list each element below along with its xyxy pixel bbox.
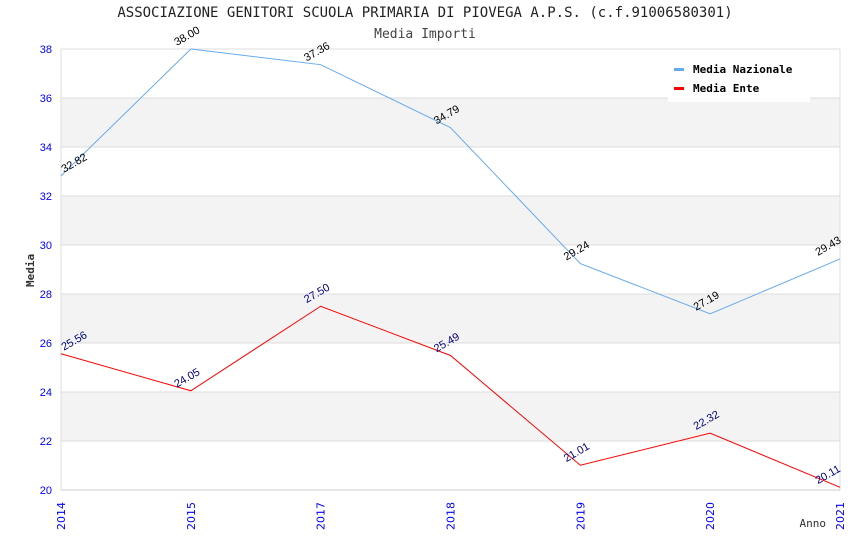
x-tick-label: 2015 xyxy=(185,502,198,530)
legend-label: Media Nazionale xyxy=(693,63,793,76)
y-tick-label: 24 xyxy=(40,387,52,399)
legend-swatch xyxy=(674,68,684,71)
y-tick-label: 38 xyxy=(40,44,52,56)
y-tick-label: 26 xyxy=(40,338,52,350)
y-tick-label: 20 xyxy=(40,485,52,497)
y-tick-label: 30 xyxy=(40,240,52,252)
data-label: 20.11 xyxy=(814,463,843,487)
data-label: 21.01 xyxy=(562,441,592,465)
x-tick-label: 2020 xyxy=(704,502,717,530)
data-label: 38.00 xyxy=(172,24,202,48)
x-tick-label: 2017 xyxy=(315,502,328,530)
legend-item-nazionale: Media Nazionale xyxy=(668,60,810,79)
x-axis-label: Anno xyxy=(800,517,827,530)
grid-band xyxy=(61,294,840,343)
data-label: 37.36 xyxy=(302,40,332,64)
y-tick-label: 28 xyxy=(40,289,52,301)
x-tick-label: 2018 xyxy=(445,502,458,530)
x-tick-label: 2019 xyxy=(574,502,587,530)
y-tick-label: 22 xyxy=(40,436,52,448)
legend-label: Media Ente xyxy=(693,82,760,95)
data-label: 32.82 xyxy=(60,151,90,175)
x-tick-label: 2021 xyxy=(834,502,847,530)
y-tick-label: 34 xyxy=(40,142,52,154)
series-line-0 xyxy=(60,48,841,315)
grid-band xyxy=(61,392,840,441)
series-line-1 xyxy=(60,305,841,488)
chart-subtitle: Media Importi xyxy=(374,27,476,42)
legend-swatch xyxy=(674,87,684,90)
y-tick-label: 32 xyxy=(40,191,52,203)
chart-title: ASSOCIAZIONE GENITORI SCUOLA PRIMARIA DI… xyxy=(117,5,733,21)
grid-band xyxy=(61,196,840,245)
y-tick-label: 36 xyxy=(40,93,52,105)
legend: Media Nazionale Media Ente xyxy=(668,60,810,102)
x-tick-label: 2014 xyxy=(55,502,68,530)
legend-item-ente: Media Ente xyxy=(668,79,810,98)
grid-band xyxy=(61,98,840,147)
y-axis-label: Media xyxy=(24,254,37,287)
